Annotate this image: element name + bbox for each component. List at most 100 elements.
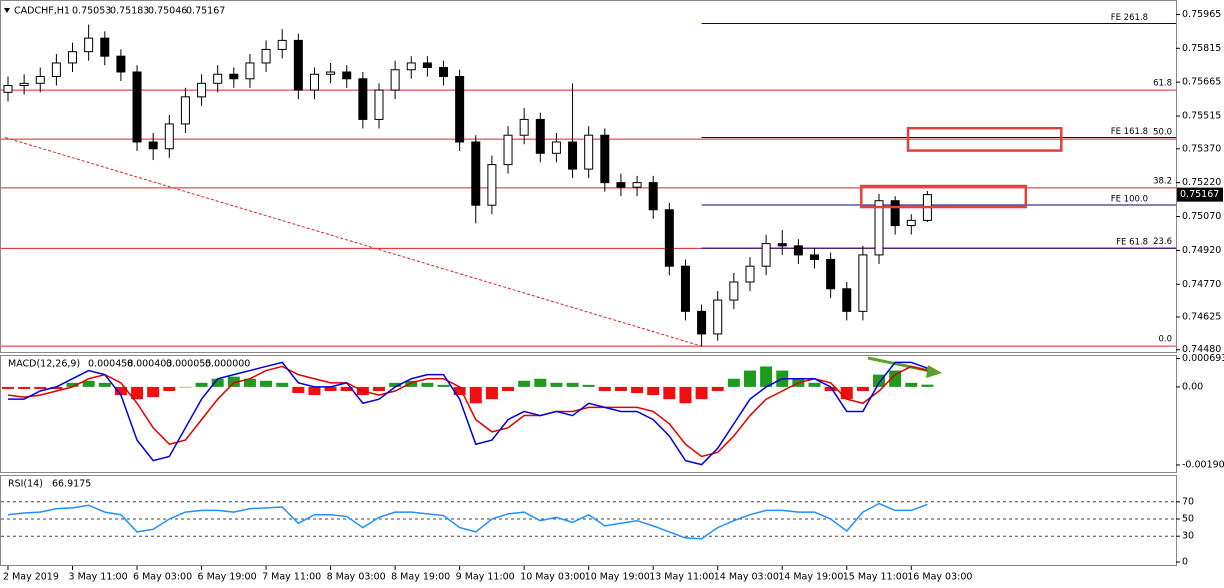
candle-body	[455, 76, 465, 143]
x-tick-label: 9 May 11:00	[456, 572, 515, 583]
candle-body	[551, 141, 561, 154]
candle-body	[761, 243, 771, 267]
histogram-bar	[195, 382, 208, 387]
candle-body	[164, 123, 174, 150]
histogram-bar	[598, 386, 611, 391]
candle-body	[503, 134, 513, 166]
histogram-bar	[372, 386, 385, 391]
histogram-bar	[760, 366, 773, 387]
histogram-bar	[727, 378, 740, 387]
histogram-bar	[647, 386, 660, 396]
histogram-bar	[469, 386, 482, 404]
x-tick-label: 6 May 19:00	[198, 572, 257, 583]
histogram-bar	[131, 386, 144, 400]
candle-body	[3, 85, 13, 93]
histogram-bar	[614, 386, 627, 391]
candle-body	[51, 62, 61, 78]
histogram-bar	[163, 386, 176, 391]
price-panel	[0, 0, 1177, 353]
histogram-bar	[663, 386, 676, 400]
x-tick-label: 8 May 03:00	[327, 572, 386, 583]
candle-body	[406, 62, 416, 71]
histogram-bar	[98, 382, 111, 387]
zone	[860, 184, 1028, 209]
candle-body	[810, 254, 819, 260]
histogram-bar	[711, 386, 724, 391]
extra-value: 0.000000	[205, 359, 250, 370]
macd-panel	[0, 355, 1177, 473]
y-tick-label: 0.75965	[1182, 9, 1221, 20]
histogram-bar	[485, 386, 498, 400]
candle-body	[277, 39, 287, 50]
y-tick-label: 0.75070	[1182, 211, 1221, 222]
histogram-bar	[179, 386, 192, 388]
histogram-bar	[389, 382, 402, 387]
histogram-value: 0.000055	[166, 359, 211, 370]
candle-body	[519, 118, 529, 136]
histogram-bar	[308, 386, 321, 396]
candle-body	[632, 182, 642, 188]
y-tick-label: 70	[1182, 496, 1194, 507]
histogram-bar	[18, 386, 31, 389]
candle-body	[116, 55, 126, 73]
candle-body	[342, 71, 352, 80]
candle-body	[326, 71, 336, 75]
candle-body	[84, 37, 94, 53]
candle-body	[100, 37, 110, 57]
histogram-bar	[679, 386, 692, 404]
candle-body	[245, 62, 255, 80]
y-tick-label: 0.75665	[1182, 77, 1221, 88]
candle-body	[826, 258, 836, 290]
candle-body	[487, 164, 497, 206]
retracement-label: 0.0	[1158, 335, 1172, 345]
histogram-bar	[743, 370, 756, 387]
x-tick-label: 10 May 03:00	[520, 572, 585, 583]
x-tick-label: 14 May 19:00	[778, 572, 843, 583]
y-tick-label: 50	[1182, 514, 1194, 525]
histogram-bar	[292, 386, 305, 394]
histogram-bar	[324, 386, 337, 391]
histogram-bar	[340, 386, 353, 391]
candle-body	[374, 89, 384, 120]
candle-body	[180, 96, 190, 125]
candle-body	[713, 299, 723, 335]
candle-body	[309, 73, 319, 91]
signal-line	[7, 365, 928, 458]
zone	[906, 126, 1063, 152]
histogram-bar	[550, 382, 563, 387]
x-tick-label: 7 May 11:00	[262, 572, 321, 583]
histogram-bar	[227, 376, 240, 387]
candle-body	[439, 66, 449, 78]
rsi-title: RSI(14)	[8, 479, 43, 490]
y-tick-label: 0.74770	[1182, 279, 1221, 290]
candle-body	[132, 71, 142, 143]
candle-body	[858, 254, 868, 312]
candle-body	[616, 182, 626, 188]
histogram-bar	[566, 382, 579, 387]
symbol: CADCHF,H1	[14, 6, 70, 17]
candle-body	[293, 39, 303, 91]
trend-arrow-head	[926, 365, 942, 378]
candle-body	[229, 73, 239, 80]
candle-body	[874, 200, 884, 256]
macd-title: MACD(12,26,9)	[8, 359, 80, 370]
histogram-bar	[889, 370, 902, 387]
x-tick-label: 16 May 03:00	[907, 572, 972, 583]
candle-body	[68, 51, 78, 64]
candle-body	[600, 134, 610, 184]
expansion-label: FE 61.8	[1116, 238, 1148, 248]
candle-body	[648, 182, 658, 211]
histogram-bar	[502, 386, 515, 391]
histogram-bar	[82, 380, 95, 387]
candle-body	[422, 62, 432, 68]
y-tick-label: 0.75815	[1182, 43, 1221, 54]
price-tag	[1177, 187, 1223, 202]
histogram-bar	[50, 386, 63, 389]
histogram-bar	[905, 382, 918, 387]
candle-body	[213, 73, 223, 84]
retracement-label: 38.2	[1153, 176, 1172, 186]
y-tick-label: 0.00	[1182, 381, 1203, 392]
trend-line	[4, 137, 702, 347]
candle-body	[568, 141, 578, 170]
